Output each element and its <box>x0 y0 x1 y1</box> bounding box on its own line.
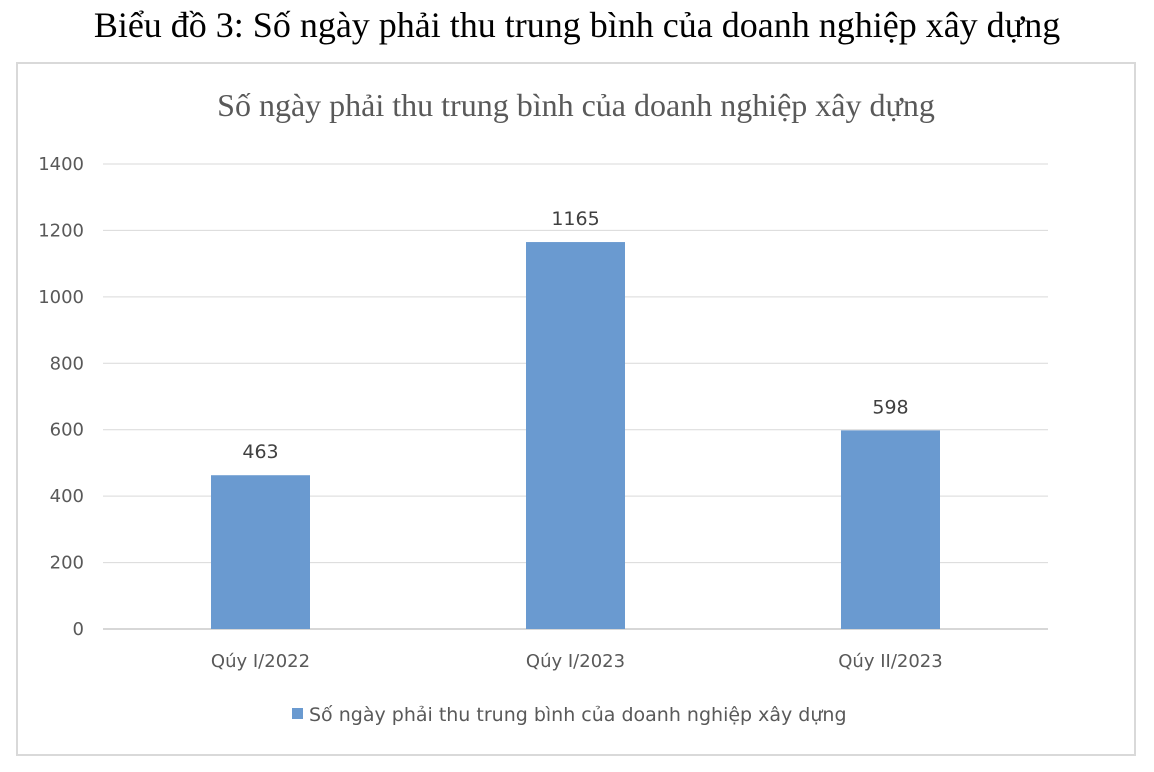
y-tick-label: 1000 <box>38 287 84 308</box>
y-tick-label: 200 <box>50 553 84 574</box>
data-label: 463 <box>242 441 278 463</box>
y-tick-label: 600 <box>50 420 84 441</box>
data-label: 1165 <box>551 208 599 230</box>
y-axis-ticks: 0 200 400 600 800 1000 1200 1400 <box>38 154 84 640</box>
data-label: 598 <box>872 396 908 418</box>
bars <box>211 242 940 629</box>
y-tick-label: 400 <box>50 486 84 507</box>
bar <box>211 475 310 629</box>
bar <box>526 242 625 629</box>
legend-label: Số ngày phải thu trung bình của doanh ng… <box>309 704 847 726</box>
x-tick-label: Qúy II/2023 <box>838 651 942 672</box>
x-tick-label: Qúy I/2022 <box>211 651 310 672</box>
data-labels: 463 1165 598 <box>242 208 908 463</box>
y-tick-label: 800 <box>50 353 84 374</box>
chart-title: Số ngày phải thu trung bình của doanh ng… <box>217 87 935 123</box>
bar <box>841 430 940 629</box>
x-tick-label: Qúy I/2023 <box>526 651 625 672</box>
legend-swatch <box>292 708 303 719</box>
y-tick-label: 0 <box>73 619 84 640</box>
legend: Số ngày phải thu trung bình của doanh ng… <box>292 704 847 726</box>
x-axis-ticks: Qúy I/2022 Qúy I/2023 Qúy II/2023 <box>211 651 943 672</box>
y-tick-label: 1200 <box>38 220 84 241</box>
figure-caption: Biểu đồ 3: Số ngày phải thu trung bình c… <box>93 5 1061 45</box>
y-tick-label: 1400 <box>38 154 84 175</box>
